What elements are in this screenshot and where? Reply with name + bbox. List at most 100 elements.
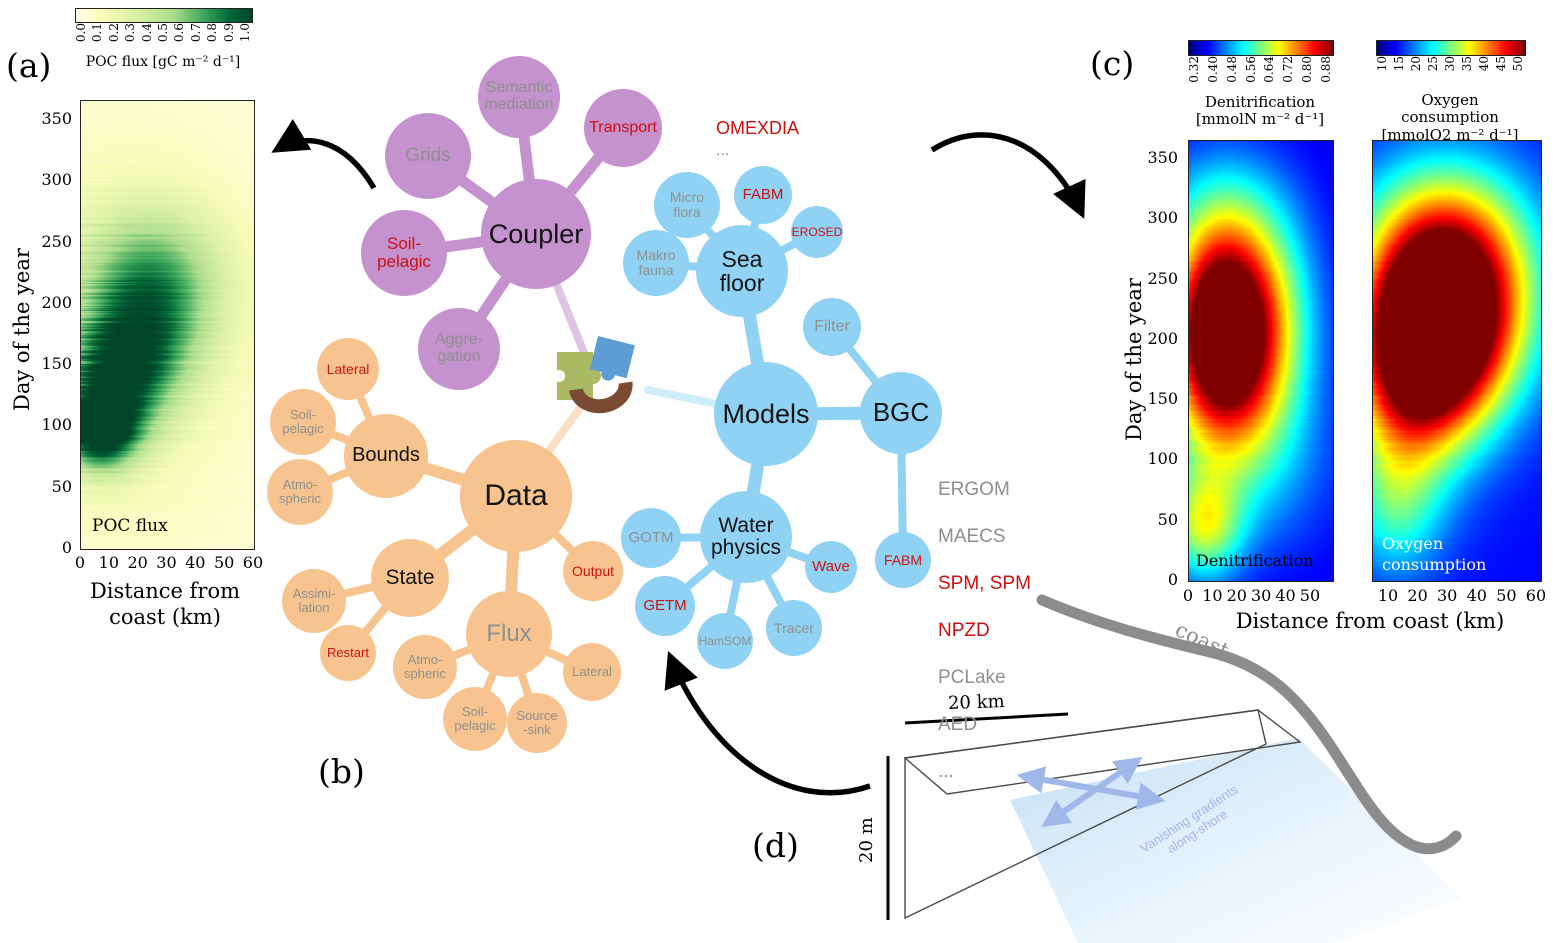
bgc-list-item: MAECS <box>938 525 1006 547</box>
tick-label: 350 <box>1147 148 1178 167</box>
tick-label: 100 <box>1147 449 1178 469</box>
bubble-label: FABM <box>742 186 784 204</box>
panel-c-right-colorbar-ticks: 10 15 20 25 30 35 40 45 50 <box>1375 56 1525 90</box>
tick-label: 30 <box>156 553 177 572</box>
panel-c-left-colorbar <box>1188 40 1334 56</box>
bubble-label: Micro flora <box>669 189 705 220</box>
tick-label: 20 <box>1407 586 1428 605</box>
tick-label: 250 <box>41 231 72 251</box>
panel-c-right-inner-label: Oxygen consumption <box>1382 534 1487 574</box>
bubble-label: Soil- pelagic <box>377 233 431 271</box>
tick-label: 10 <box>1377 586 1399 605</box>
tick-label: 10 <box>1375 56 1389 72</box>
bubble-atmospheric-flux: Atmo- spheric <box>393 635 457 699</box>
bubble-hamsom: HamSOM <box>697 613 753 669</box>
bgc-list-item: PCLake <box>938 666 1006 688</box>
tick-label: 150 <box>41 354 72 374</box>
bubble-label: Atmo- spheric <box>404 652 446 681</box>
model-wedge <box>903 709 1302 920</box>
tick-label: 60 <box>242 553 264 572</box>
panel-a-xlabel: Distance from coast (km) <box>89 579 241 630</box>
gradient-arrows <box>1016 756 1166 828</box>
bubble-getm: GETM <box>635 576 695 636</box>
tick-label: 25 <box>1426 56 1440 72</box>
bgc-list-item: ERGOM <box>938 478 1010 500</box>
bubble-semantic-mediation: Semantic mediation <box>478 56 560 138</box>
bubble-wave: Wave <box>805 541 857 593</box>
panel-c-left-colorbar-label: Denitrification [mmolN m⁻² d⁻¹] <box>1195 93 1325 129</box>
bubble-restart: Restart <box>320 625 376 681</box>
tick-label: 0.6 <box>172 23 187 43</box>
coastline <box>1036 594 1462 855</box>
panel-c-right-colorbar <box>1376 40 1526 56</box>
bubble-label: Lateral <box>326 360 370 377</box>
omexdia-label: OMEXDIA <box>716 118 800 138</box>
bubble-coupler-hub: Coupler <box>481 179 591 289</box>
bubble-label: Filter <box>814 317 850 335</box>
tick-label: 0.0 <box>74 23 88 43</box>
tick-label: 0.5 <box>155 23 170 43</box>
panel-d-label: (d) <box>752 826 799 865</box>
panel-c-ylabel: Day of the year <box>1122 278 1146 442</box>
bubble-assimilation: Assimi- lation <box>282 569 346 633</box>
along-shore-arrow <box>1041 756 1143 828</box>
bgc-list-item: SPM, SPM <box>938 572 1031 594</box>
tick-label: 50 <box>1299 586 1321 605</box>
bgc-model-list: ERGOM MAECS SPM, SPM NPZD PCLake AED ... <box>938 454 1031 807</box>
wedge-top-face <box>903 709 1302 795</box>
bubble-erosed: EROSED <box>791 206 843 258</box>
arrow-to-panel-a <box>271 119 377 190</box>
panel-a-inner-label: POC flux <box>92 516 168 536</box>
tick-label: 150 <box>1147 389 1178 409</box>
puzzle-piece-green <box>557 352 601 400</box>
bubble-fabm-bgc: FABM <box>875 532 931 588</box>
panel-b-label: (b) <box>318 752 365 791</box>
bubble-atmospheric-bounds: Atmo- spheric <box>267 459 333 525</box>
bubble-label: Aggre- gation <box>434 331 484 365</box>
tick-label: 0 <box>61 537 72 557</box>
bgc-list-item: ... <box>938 760 954 782</box>
bubble-state: State <box>371 539 449 617</box>
panel-a-xticks: 0 10 20 30 40 50 60 <box>68 553 265 572</box>
bubble-label: HamSOM <box>698 633 752 648</box>
bubble-fabm-seafloor: FABM <box>734 166 792 224</box>
bubble-gotm: GOTM <box>621 508 681 568</box>
tick-label: 0.72 <box>1281 56 1296 83</box>
bgc-list-item: AED <box>938 713 978 735</box>
tick-label: 50 <box>1496 586 1517 605</box>
bubble-label: Lateral <box>572 664 612 680</box>
arrow-to-mindmap-from-d <box>664 651 871 796</box>
tick-label: 300 <box>1147 208 1178 228</box>
tick-label: 45 <box>1494 56 1508 72</box>
tick-label: 30 <box>1250 586 1272 605</box>
panel-c-left-heatmap <box>1188 140 1334 582</box>
tick-label: 0.32 <box>1187 56 1201 83</box>
tick-label: 0.7 <box>188 23 203 43</box>
sea-surface-wash <box>1010 738 1462 943</box>
omexdia-ellipsis: ... <box>716 142 730 159</box>
puzzle-piece-blue <box>589 336 635 381</box>
tick-label: 20 <box>127 553 148 572</box>
bubble-sea-floor: Sea floor <box>696 225 788 317</box>
scale-bar-20km <box>904 712 1069 725</box>
bubble-source-sink: Source -sink <box>507 693 567 753</box>
tick-label: 200 <box>1147 328 1178 348</box>
bubble-label: Restart <box>327 645 369 661</box>
tick-label: 200 <box>41 292 72 312</box>
tick-label: 60 <box>1525 586 1547 605</box>
tick-label: 300 <box>41 170 72 190</box>
bubble-data-hub: Data <box>460 440 572 552</box>
bubble-label: GETM <box>643 597 687 615</box>
bubble-soil-pelagic-bounds: Soil- pelagic <box>270 389 336 455</box>
tick-label: 0.2 <box>106 23 121 43</box>
bubble-label: GOTM <box>628 529 674 547</box>
tick-label: 50 <box>51 476 72 496</box>
tick-label: 0.3 <box>123 23 138 43</box>
bubble-water-physics: Water physics <box>700 491 792 583</box>
bubble-label: Data <box>484 479 548 513</box>
bubble-label: Assimi- lation <box>292 586 336 615</box>
tick-label: 30 <box>1437 586 1458 605</box>
tick-label: 10 <box>1202 586 1223 605</box>
tick-label: 0.80 <box>1300 56 1315 83</box>
